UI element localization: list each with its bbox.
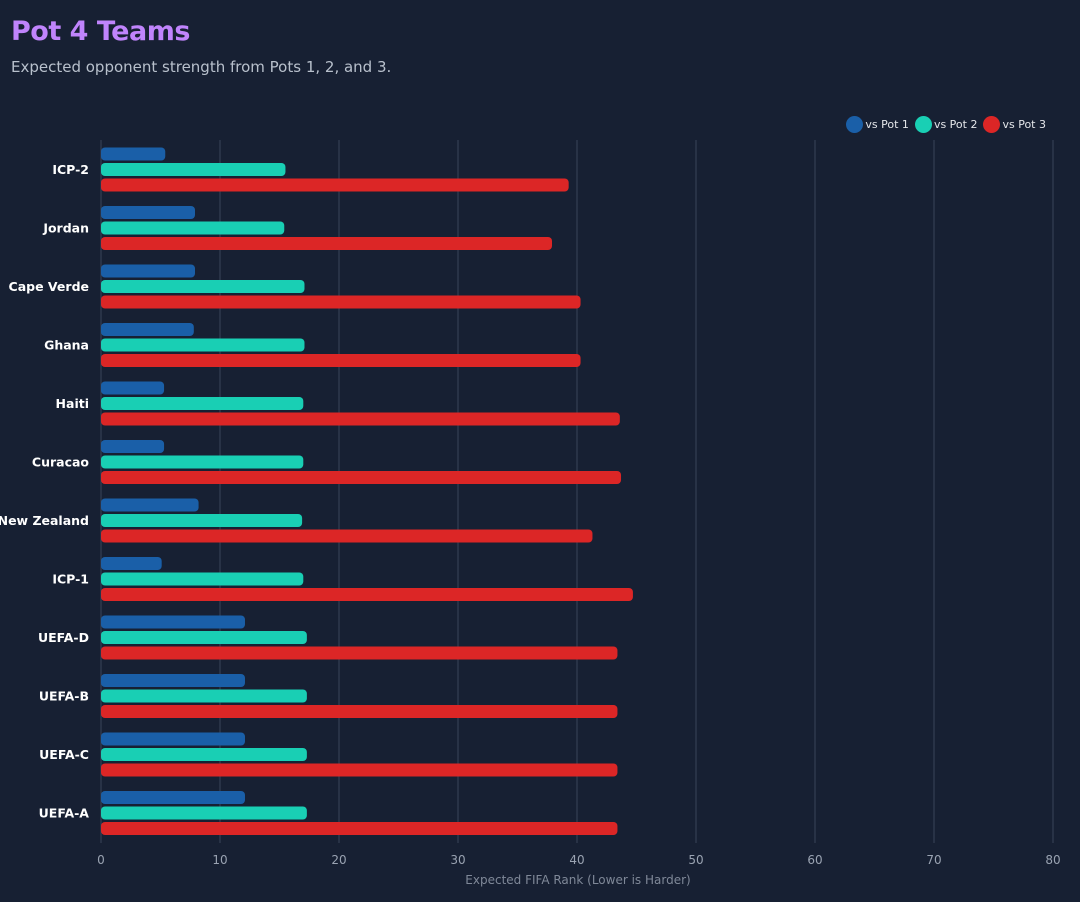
y-category-label: UEFA-B — [39, 689, 89, 704]
legend-swatch-pot3 — [983, 116, 1001, 133]
bar-vs-pot-1 — [101, 381, 165, 395]
bar-vs-pot-3 — [101, 822, 618, 835]
y-category-label: New Zealand — [0, 513, 89, 528]
bar-vs-pot-1 — [101, 440, 165, 453]
bar-vs-pot-3 — [101, 237, 553, 250]
legend-item-pot3[interactable]: vs Pot 3 — [983, 116, 1046, 133]
y-category-label: Haiti — [56, 396, 89, 411]
bar-vs-pot-1 — [101, 206, 196, 219]
y-category-label: ICP-1 — [52, 572, 89, 587]
bar-vs-pot-3 — [101, 705, 618, 718]
legend-item-pot2[interactable]: vs Pot 2 — [914, 116, 978, 133]
x-tick-label: 0 — [97, 853, 105, 867]
legend-label-pot2: vs Pot 2 — [933, 118, 978, 131]
x-tick-label: 60 — [807, 853, 822, 867]
bar-vs-pot-3 — [101, 646, 618, 660]
x-tick-label: 80 — [1045, 853, 1060, 867]
bar-vs-pot-3 — [101, 763, 618, 777]
y-category-label: Cape Verde — [9, 279, 89, 294]
x-tick-label: 10 — [212, 853, 227, 867]
bar-vs-pot-3 — [101, 178, 569, 192]
bar-vs-pot-1 — [101, 557, 162, 570]
bar-vs-pot-1 — [101, 791, 245, 804]
bar-vs-pot-2 — [101, 338, 305, 352]
bar-vs-pot-3 — [101, 295, 581, 309]
bar-vs-pot-2 — [101, 572, 304, 586]
legend-label-pot1: vs Pot 1 — [865, 118, 909, 131]
bar-vs-pot-1 — [101, 323, 194, 336]
x-tick-label: 50 — [688, 853, 703, 867]
y-category-label: Curacao — [32, 455, 90, 470]
y-category-label: Jordan — [42, 221, 89, 236]
x-tick-label: 20 — [331, 853, 346, 867]
y-category-label: UEFA-A — [39, 806, 90, 821]
bar-vs-pot-2 — [101, 397, 304, 410]
bar-vs-pot-1 — [101, 498, 199, 512]
x-axis-label: Expected FIFA Rank (Lower is Harder) — [465, 873, 690, 887]
legend-swatch-pot1 — [846, 116, 864, 133]
bar-vs-pot-2 — [101, 455, 304, 469]
y-category-label: UEFA-D — [38, 630, 89, 645]
bar-vs-pot-3 — [101, 412, 620, 426]
bar-vs-pot-2 — [101, 514, 303, 527]
bar-vs-pot-3 — [101, 354, 581, 367]
bar-vs-pot-2 — [101, 221, 285, 235]
bar-vs-pot-3 — [101, 529, 593, 543]
legend-label-pot3: vs Pot 3 — [1002, 118, 1046, 131]
bar-vs-pot-2 — [101, 280, 305, 293]
bar-vs-pot-1 — [101, 147, 166, 161]
bar-vs-pot-1 — [101, 674, 245, 687]
legend-swatch-pot2 — [914, 116, 932, 133]
chart-title: Pot 4 Teams — [11, 16, 190, 47]
bar-vs-pot-3 — [101, 471, 622, 484]
chart-subtitle: Expected opponent strength from Pots 1, … — [11, 58, 392, 76]
bar-vs-pot-3 — [101, 588, 633, 601]
bar-vs-pot-2 — [101, 631, 307, 644]
x-tick-label: 70 — [926, 853, 941, 867]
bar-vs-pot-2 — [101, 748, 307, 761]
chart-legend: vs Pot 1 vs Pot 2 vs Pot 3 — [846, 116, 1046, 133]
x-tick-label: 30 — [450, 853, 465, 867]
legend-item-pot1[interactable]: vs Pot 1 — [846, 116, 909, 133]
bar-vs-pot-2 — [101, 163, 286, 176]
bar-vs-pot-1 — [101, 615, 245, 629]
bar-vs-pot-1 — [101, 732, 245, 746]
bar-vs-pot-1 — [101, 264, 196, 278]
bar-vs-pot-2 — [101, 689, 307, 703]
bar-vs-pot-2 — [101, 806, 307, 820]
x-tick-label: 40 — [569, 853, 584, 867]
y-category-label: Ghana — [44, 338, 89, 353]
y-category-label: UEFA-C — [39, 747, 89, 762]
y-category-label: ICP-2 — [52, 162, 89, 177]
